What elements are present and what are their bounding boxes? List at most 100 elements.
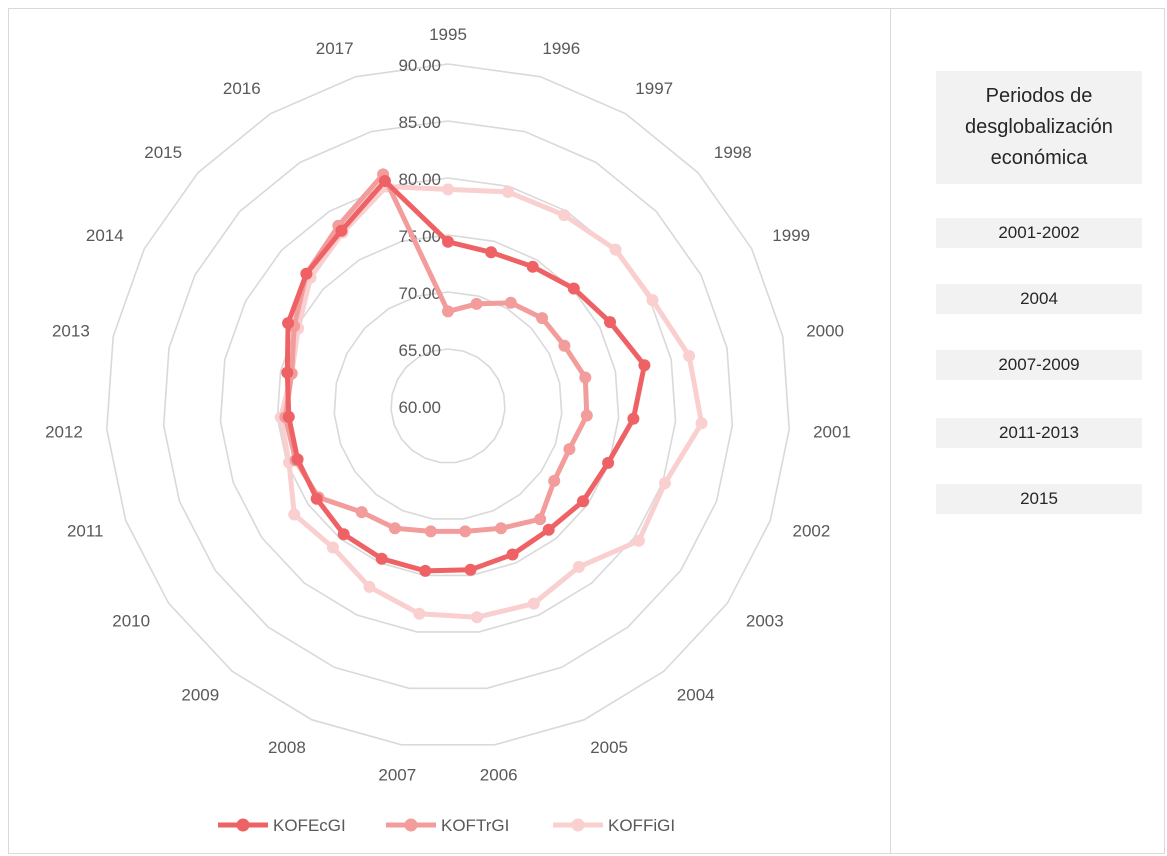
period-item: 2015 [936, 484, 1142, 514]
data-point [536, 312, 549, 325]
radial-tick-label: 70.00 [398, 284, 441, 303]
legend: KOFEcGI KOFTrGI KOFFiGI [218, 816, 675, 835]
data-point [375, 552, 388, 565]
data-point [504, 296, 517, 309]
data-point [281, 366, 294, 379]
category-label: 2010 [112, 612, 150, 631]
period-item: 2007-2009 [936, 350, 1142, 380]
legend-label: KOFEcGI [273, 816, 346, 835]
data-point [632, 534, 645, 547]
category-label: 2016 [223, 79, 261, 98]
legend-swatch-marker [236, 818, 250, 832]
radar-grid [105, 63, 791, 746]
period-item: 2004 [936, 284, 1142, 314]
data-point [646, 294, 659, 307]
category-label: 2008 [268, 738, 306, 757]
data-point [470, 297, 483, 310]
legend-label: KOFFiGI [608, 816, 675, 835]
data-point [335, 224, 348, 237]
data-point [291, 453, 304, 466]
data-point [527, 597, 540, 610]
category-label: 2000 [806, 321, 844, 340]
data-point [419, 564, 432, 577]
series-line [284, 178, 647, 574]
category-label: 2009 [181, 686, 219, 705]
data-point [300, 267, 313, 280]
data-point [558, 209, 571, 222]
radial-tick-label: 60.00 [398, 398, 441, 417]
grid-ring [162, 120, 734, 690]
grid-ring [390, 348, 506, 464]
data-point [534, 513, 547, 526]
data-point [442, 305, 454, 318]
data-point [558, 339, 571, 352]
category-label: 1999 [772, 226, 810, 245]
data-point [506, 548, 519, 561]
period-item: 2001-2002 [936, 218, 1142, 248]
data-point [548, 474, 561, 487]
grid-ring [105, 63, 791, 746]
legend-label: KOFTrGI [441, 816, 509, 835]
data-point [683, 349, 696, 362]
legend-item: KOFTrGI [386, 816, 509, 835]
legend-swatch-marker [571, 818, 585, 832]
data-point [424, 525, 437, 538]
radial-tick-label: 80.00 [398, 170, 441, 189]
data-point [378, 175, 391, 187]
data-point [609, 243, 622, 256]
data-point [602, 456, 615, 469]
category-label: 2013 [52, 321, 90, 340]
data-point [659, 477, 671, 490]
category-label: 2017 [316, 39, 354, 58]
category-label: 2001 [813, 422, 851, 441]
category-label: 1997 [635, 79, 673, 98]
category-label: 2012 [45, 422, 83, 441]
data-point [459, 525, 472, 538]
category-label: 2004 [677, 686, 715, 705]
data-point [542, 523, 555, 536]
legend-item: KOFEcGI [218, 816, 346, 835]
data-point [363, 580, 376, 593]
category-label: 1998 [714, 143, 752, 162]
side-panel-title: Periodos de desglobalización económica [936, 71, 1142, 184]
data-point [627, 412, 640, 425]
data-point [471, 611, 483, 624]
grid-ring [333, 291, 563, 520]
category-label: 2003 [746, 612, 784, 631]
legend-swatch-marker [404, 818, 418, 832]
series-line [278, 184, 705, 620]
period-item: 2011-2013 [936, 418, 1142, 448]
panel-divider [890, 8, 891, 854]
series-KOFEcGI [281, 175, 651, 577]
data-point [563, 443, 576, 456]
data-point [577, 495, 589, 508]
data-point [638, 359, 651, 372]
data-point [288, 508, 301, 521]
radial-tick-label: 65.00 [398, 341, 441, 360]
data-point [695, 417, 708, 430]
category-label: 2006 [480, 766, 518, 785]
data-point [572, 560, 585, 573]
data-point [442, 235, 454, 248]
data-point [464, 563, 477, 576]
category-labels: 1995 1996 1997 1998 1999 2000 2001 2002 2003 2004… [45, 25, 851, 785]
data-point [388, 522, 401, 535]
data-point [495, 522, 508, 535]
data-point [604, 316, 616, 329]
data-point [310, 492, 323, 505]
data-point [485, 246, 498, 259]
radial-tick-label: 90.00 [398, 56, 441, 75]
data-point [337, 528, 350, 541]
data-point [282, 317, 295, 330]
data-point [567, 282, 580, 295]
data-point [526, 260, 539, 273]
data-point [579, 371, 592, 384]
data-point [413, 607, 426, 620]
data-point [502, 185, 514, 198]
category-label: 2007 [378, 766, 416, 785]
chart-frame [8, 8, 1165, 854]
data-point [442, 183, 454, 196]
data-point [580, 409, 593, 422]
